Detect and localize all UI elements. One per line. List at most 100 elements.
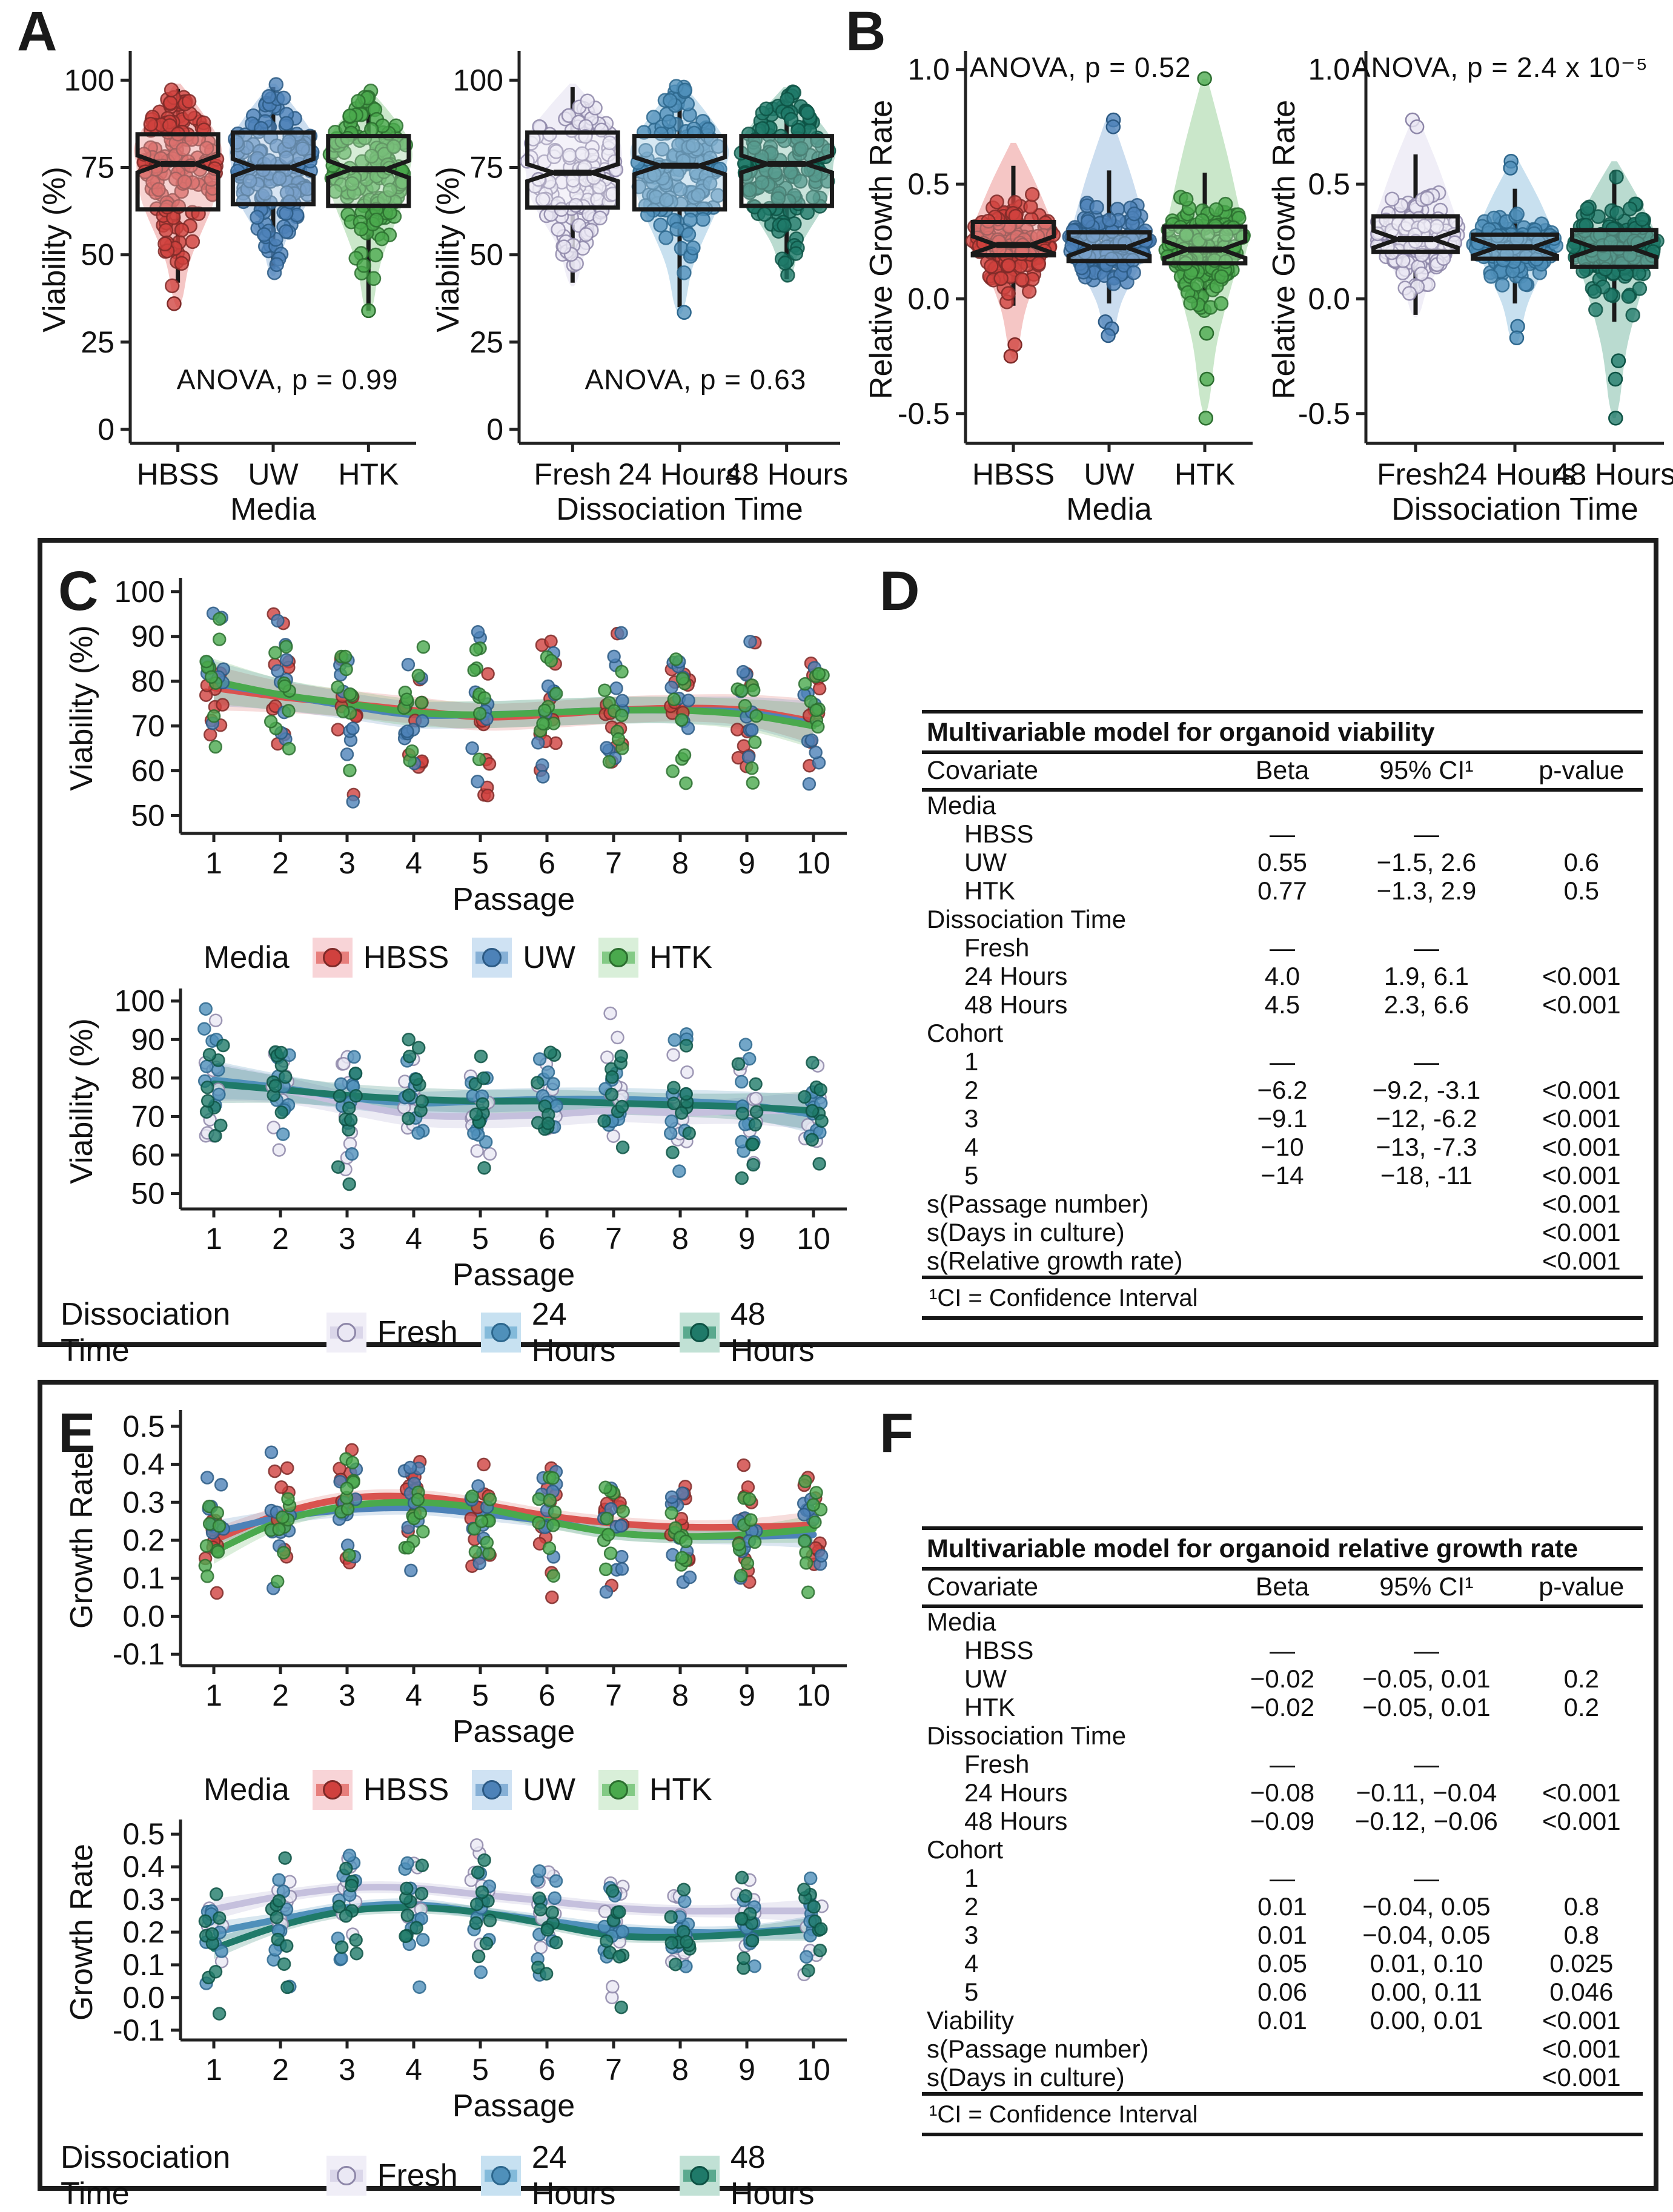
data-point	[268, 77, 284, 92]
data-point	[811, 720, 825, 734]
smooth-line-htk	[210, 1498, 817, 1555]
table-cell: <0.001	[1542, 1133, 1621, 1162]
data-point	[212, 1087, 226, 1102]
data-point	[334, 1940, 349, 1954]
legend-label: Fresh	[377, 1315, 458, 1350]
table-row: 24 Hours 4.0 1.9, 6.1 <0.001	[922, 962, 1643, 991]
data-point	[479, 1936, 494, 1950]
table-row: Fresh — —	[922, 1750, 1643, 1779]
legend-entry-fresh: Fresh	[326, 1313, 458, 1353]
data-point	[806, 1056, 820, 1070]
data-point	[465, 1489, 479, 1503]
smooth-line-htk	[210, 678, 817, 730]
data-point	[788, 246, 804, 261]
data-point	[1214, 269, 1230, 285]
panel-label-a: A	[17, 1, 58, 62]
data-point	[208, 1128, 222, 1143]
data-point	[364, 148, 379, 164]
data-point	[212, 1911, 227, 1925]
table-cell: 4.5	[1264, 990, 1300, 1019]
table-cell: −0.05, 0.01	[1362, 1664, 1491, 1694]
table-header-cell: 95% CI¹	[1379, 1572, 1474, 1602]
data-point	[993, 271, 1009, 286]
y-tick-label: 80	[131, 664, 165, 698]
table-cell: UW	[964, 1664, 1007, 1694]
legend-title: Media	[204, 940, 290, 975]
x-axis-title: Passage	[452, 1714, 575, 1749]
data-point	[409, 1921, 423, 1935]
data-point	[638, 142, 654, 158]
y-axis-title: Growth Rate	[64, 1452, 99, 1629]
data-point	[730, 723, 744, 737]
data-point	[599, 1585, 614, 1599]
data-point	[342, 108, 357, 124]
legend-dot-icon	[482, 948, 502, 967]
table-cell: <0.001	[1542, 1076, 1621, 1105]
x-tick-label: 2	[272, 1678, 289, 1712]
data-point	[399, 1929, 412, 1944]
data-point	[743, 634, 757, 649]
data-point	[339, 1861, 353, 1876]
data-point	[1588, 302, 1603, 317]
data-point	[212, 632, 227, 646]
table-cell: −12, -6.2	[1376, 1104, 1477, 1133]
data-point	[334, 1952, 348, 1965]
data-point	[271, 171, 287, 186]
y-tick-label: 100	[64, 63, 114, 97]
legend-media: Media HBSS UW HTK	[61, 938, 855, 978]
table-row: s(Passage number) <0.001	[922, 1190, 1643, 1219]
data-point	[664, 1936, 679, 1950]
table-cell: 24 Hours	[964, 1778, 1068, 1807]
y-tick-label: 50	[131, 1177, 165, 1211]
y-tick-label: 0.2	[122, 1523, 165, 1557]
legend-entry-uw: UW	[472, 1770, 575, 1810]
data-point	[271, 614, 285, 628]
data-point	[1509, 207, 1525, 222]
data-point	[356, 258, 371, 273]
data-point	[282, 741, 296, 756]
table-cell: s(Passage number)	[927, 1190, 1149, 1219]
data-point	[272, 1143, 286, 1157]
data-point	[345, 1147, 359, 1161]
data-point	[242, 173, 257, 188]
data-point	[600, 1934, 614, 1948]
data-point	[813, 1943, 827, 1958]
table-cell: −0.11, −0.04	[1356, 1778, 1497, 1807]
data-point	[346, 721, 360, 735]
legend-entry-hbss: HBSS	[312, 1770, 449, 1810]
data-point	[1622, 201, 1638, 217]
violin-group-htk	[1158, 71, 1251, 426]
table-cell: −0.12, −0.06	[1355, 1807, 1498, 1836]
table-cell: 0.5	[1563, 876, 1600, 906]
table-header-cell: Covariate	[927, 756, 1039, 786]
table-row: 5 0.06 0.00, 0.11 0.046	[922, 1978, 1643, 2007]
data-point	[691, 187, 706, 203]
data-point	[681, 227, 697, 242]
data-point	[164, 82, 179, 98]
data-point	[683, 1570, 697, 1584]
table-cell: <0.001	[1542, 2063, 1621, 2092]
data-point	[646, 110, 661, 125]
data-point	[200, 1471, 214, 1485]
y-tick-label: 25	[469, 325, 503, 359]
data-point	[257, 185, 273, 201]
data-point	[664, 1910, 678, 1924]
table-row: 2 −6.2 −9.2, -3.1 <0.001	[922, 1076, 1643, 1105]
data-point	[469, 643, 483, 657]
data-point	[174, 256, 190, 271]
data-point	[597, 1114, 611, 1128]
x-tick-label: 10	[797, 1678, 830, 1712]
table-cell: 4	[964, 1949, 979, 1978]
data-point	[805, 1104, 820, 1118]
notched-box	[970, 220, 1056, 257]
notched-box	[739, 134, 834, 208]
table-cell: <0.001	[1542, 990, 1621, 1019]
data-point	[267, 1121, 280, 1134]
data-point	[797, 1508, 811, 1522]
data-point	[542, 1541, 557, 1555]
data-point	[738, 699, 752, 713]
data-point	[536, 770, 550, 784]
data-point	[345, 1455, 360, 1470]
table-cell: —	[1413, 1750, 1439, 1779]
